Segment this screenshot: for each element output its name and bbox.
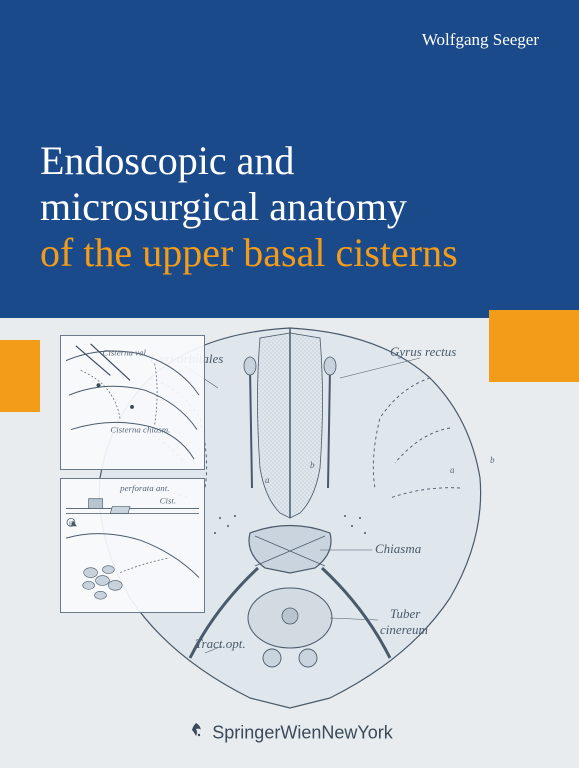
accent-bar-left xyxy=(0,340,40,412)
svg-text:Cisterna chiasm.: Cisterna chiasm. xyxy=(110,425,170,435)
title-line-2: microsurgical anatomy xyxy=(40,184,549,230)
svg-text:B: B xyxy=(69,521,73,527)
svg-text:Cisterna val: Cisterna val xyxy=(102,348,146,358)
book-title: Endoscopic and microsurgical anatomy of … xyxy=(40,138,549,276)
svg-text:b: b xyxy=(310,460,315,470)
accent-bar-right xyxy=(489,310,579,382)
svg-text:Chiasma: Chiasma xyxy=(375,541,422,556)
inset-diagram-1: Cisterna val Cisterna chiasm. xyxy=(60,335,205,470)
svg-text:perforata ant.: perforata ant. xyxy=(119,483,169,493)
svg-text:Tract.opt.: Tract.opt. xyxy=(195,636,246,651)
title-line-1: Endoscopic and xyxy=(40,138,549,184)
svg-text:a: a xyxy=(450,465,455,475)
book-cover: Wolfgang Seeger Endoscopic and microsurg… xyxy=(0,0,579,768)
publisher-line: SpringerWienNewYork xyxy=(0,721,579,746)
svg-text:a: a xyxy=(265,475,270,485)
publisher-part2: Wien xyxy=(280,722,321,742)
svg-text:Tuber: Tuber xyxy=(390,606,421,621)
svg-text:cinereum: cinereum xyxy=(380,622,428,637)
publisher-part1: Springer xyxy=(212,722,280,742)
svg-text:Cist.: Cist. xyxy=(160,496,177,506)
springer-logo-icon xyxy=(186,721,206,746)
inset1-svg: Cisterna val Cisterna chiasm. xyxy=(61,336,204,469)
inset-diagram-2: B Cist. perforata ant. xyxy=(60,478,205,613)
svg-text:b: b xyxy=(490,455,495,465)
author-name: Wolfgang Seeger xyxy=(422,30,539,50)
title-panel: Wolfgang Seeger Endoscopic and microsurg… xyxy=(0,0,579,318)
inset2-svg: B Cist. perforata ant. xyxy=(61,479,204,612)
publisher-part3: NewYork xyxy=(321,722,392,742)
title-line-3: of the upper basal cisterns xyxy=(40,230,549,276)
svg-text:Gyrus rectus: Gyrus rectus xyxy=(390,344,456,359)
